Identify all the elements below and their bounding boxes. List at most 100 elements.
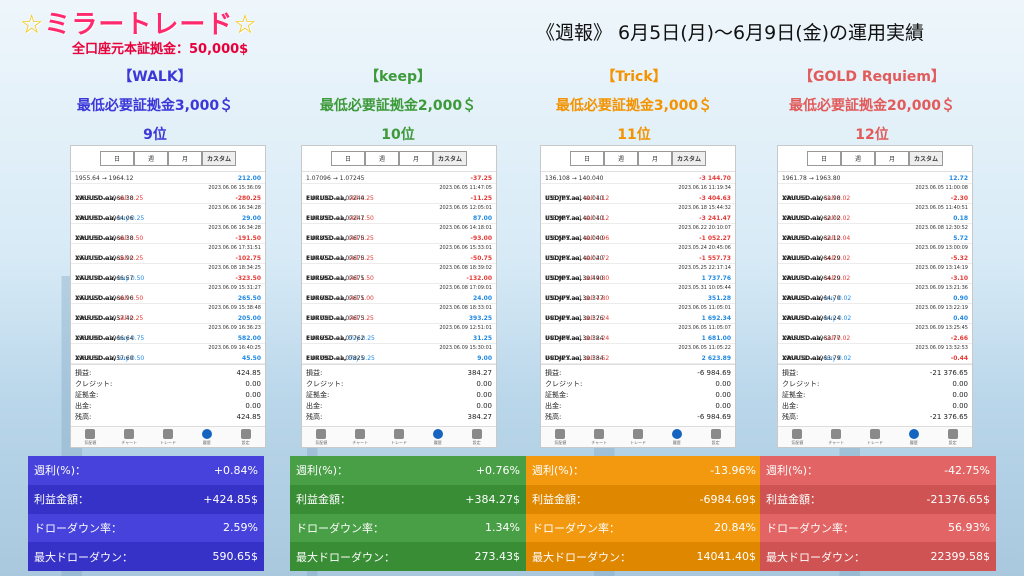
trade-profit: -2.30 [950, 195, 968, 202]
performance-stats: 週利(%)： +0.84% 利益金額： +424.85$ ドローダウン率： 2.59% 最大… [28, 456, 264, 571]
trade-row[interactable]: XAUUSD.aa, buy 0.50 2023.06.08 18:34:25 197… [71, 264, 265, 284]
trade-row[interactable]: EURUSD.aa, sell 1.00 2023.06.08 17:09:01 1.… [302, 284, 496, 304]
nav-item-settings[interactable]: 設定 [459, 429, 495, 446]
trade-row[interactable]: USDJPY.aa, sell 0.96 2023.06.22 20:10:07 13… [541, 224, 735, 244]
trade-side: sell 1.00 [348, 295, 374, 302]
nav-item-chart[interactable]: チャート [342, 429, 378, 446]
stat-row: 最大ドローダウン： 590.65$ [28, 542, 264, 571]
nav-item-chart[interactable]: チャート [818, 429, 854, 446]
trade-row[interactable]: EURUSD.aa, sell 0.25 2023.06.06 14:18:01 1.… [302, 224, 496, 244]
trade-row[interactable]: USDJPY.aa, sell 4.80 2023.05.31 10:05:44 13… [541, 284, 735, 304]
trade-symbol: EURUSD.aa, [306, 295, 347, 302]
trade-profit: -3 241.47 [699, 215, 731, 222]
summary-value: -21 376.65 [929, 413, 968, 421]
trade-row[interactable]: USDJPY.aa, sell 1.12 2023.06.16 11:19:34 13… [541, 184, 735, 204]
trade-row[interactable]: USDJPY.aa, sell 2.72 2023.05.24 20:45:06 13… [541, 244, 735, 264]
trade-row[interactable]: 1.07096 → 1.07245 -37.25 [302, 172, 496, 184]
summary-row: 損益: 384.27 [306, 368, 492, 379]
nav-item-trade[interactable]: トレード [381, 429, 417, 446]
trade-profit: -102.75 [235, 255, 261, 262]
tab-month[interactable]: 月 [875, 151, 909, 166]
trade-row[interactable]: EURUSD.aa, buy 0.25 2023.06.09 12:51:01 1.0… [302, 324, 496, 344]
trade-profit: -191.50 [235, 235, 261, 242]
nav-item-chart[interactable]: チャート [581, 429, 617, 446]
tab-custom[interactable]: カスタム [909, 151, 943, 166]
tab-custom[interactable]: カスタム [202, 151, 236, 166]
nav-item-settings[interactable]: 設定 [935, 429, 971, 446]
trade-profit: -5.32 [950, 255, 968, 262]
tab-day[interactable]: 日 [331, 151, 365, 166]
trade-row[interactable]: XAUUSD.aa, sell 0.50 2023.06.09 15:31:27 19… [71, 284, 265, 304]
trade-row[interactable]: 1961.78 → 1963.80 12.72 [778, 172, 972, 184]
trade-row[interactable]: EURUSD.aa, sell 1.50 2023.06.05 12:05:01 1.… [302, 204, 496, 224]
tab-week[interactable]: 週 [841, 151, 875, 166]
trade-row[interactable]: XAUUSD.aa, buy 0.75 2023.06.09 16:36:23 195… [71, 324, 265, 344]
nav-item-trade[interactable]: トレード [857, 429, 893, 446]
tab-week[interactable]: 週 [365, 151, 399, 166]
trade-row[interactable]: XAUUSD.aa, sell 0.02 2023.06.09 13:14:19 19… [778, 264, 972, 284]
trade-prices: 1.07096 → 1.07245 [306, 175, 365, 182]
trade-row[interactable]: EURUSD.aa, sell 3.25 2023.06.08 18:33:01 1.… [302, 304, 496, 324]
trade-row[interactable]: XAUUSD.aa, sell 0.02 2023.06.09 13:25:45 19… [778, 324, 972, 344]
chart-icon [355, 429, 366, 439]
trade-row[interactable]: XAUUSD.aa, sell 0.04 2023.06.08 12:30:52 19… [778, 224, 972, 244]
nav-item-trade[interactable]: トレード [620, 429, 656, 446]
trade-profit: -1 052.27 [699, 235, 731, 242]
tab-week[interactable]: 週 [134, 151, 168, 166]
trade-row[interactable]: XAUUSD.aa, buy 0.02 2023.06.09 13:22:19 196… [778, 304, 972, 324]
nav-item-quotes[interactable]: 気配値 [72, 429, 108, 446]
tab-week[interactable]: 週 [604, 151, 638, 166]
trade-row[interactable]: EURUSD.aa, buy 0.25 2023.06.09 15:30:01 1.0… [302, 344, 496, 364]
trade-time: 2023.06.09 13:21:36 [915, 285, 968, 291]
tab-day[interactable]: 日 [100, 151, 134, 166]
trade-row[interactable]: EURUSD.aa, sell 0.25 2023.06.06 15:33:01 1.… [302, 244, 496, 264]
trade-row[interactable]: XAUUSD.aa, sell 0.25 2023.06.06 17:31:51 19… [71, 244, 265, 264]
trade-side: sell 0.25 [117, 195, 144, 202]
tab-day[interactable]: 日 [570, 151, 604, 166]
trade-row[interactable]: XAUUSD.aa, buy 0.02 2023.06.09 13:21:36 196… [778, 284, 972, 304]
nav-item-history[interactable]: 履歴 [189, 429, 225, 446]
stat-label: 利益金額： [532, 493, 587, 507]
trade-row[interactable]: XAUUSD.aa, buy 0.50 2023.06.09 16:40:25 195… [71, 344, 265, 364]
trade-row[interactable]: XAUUSD.aa, sell 0.25 2023.06.06 15:36:09 19… [71, 184, 265, 204]
nav-item-history[interactable]: 履歴 [659, 429, 695, 446]
bottom-nav: 気配値 チャート トレード 履歴 設定 [302, 426, 496, 447]
trade-row[interactable]: USDJPY.aa, sell 1.12 2023.06.18 15:44:32 13… [541, 204, 735, 224]
trade-row[interactable]: XAUUSD.aa, sell 0.02 2023.06.09 13:00:09 19… [778, 244, 972, 264]
trade-row[interactable]: EURUSD.aa, sell 1.50 2023.06.08 18:39:02 1.… [302, 264, 496, 284]
nav-item-quotes[interactable]: 気配値 [303, 429, 339, 446]
tab-month[interactable]: 月 [638, 151, 672, 166]
trade-row[interactable]: XAUUSD.aa, sell 0.25 2023.06.09 15:38:48 19… [71, 304, 265, 324]
trade-row[interactable]: XAUUSD.aa, sell 0.02 2023.06.05 11:40:51 19… [778, 204, 972, 224]
trade-row[interactable]: USDJPY.aa, sell 2.24 2023.06.05 11:05:07 14… [541, 324, 735, 344]
trade-row[interactable]: USDJPY.aa, sell 4.80 2023.05.25 22:17:14 13… [541, 264, 735, 284]
tab-month[interactable]: 月 [168, 151, 202, 166]
summary-value: 0.00 [715, 391, 731, 399]
trade-row[interactable]: USDJPY.aa, sell 3.52 2023.06.05 11:05:22 14… [541, 344, 735, 364]
trade-row[interactable]: 1955.64 → 1964.12 212.00 [71, 172, 265, 184]
summary-value: 384.27 [467, 369, 493, 377]
trade-side: buy 0.25 [348, 355, 375, 362]
nav-item-history[interactable]: 履歴 [896, 429, 932, 446]
nav-item-settings[interactable]: 設定 [228, 429, 264, 446]
trade-row[interactable]: XAUUSD.aa, sell 0.02 2023.06.05 11:00:08 19… [778, 184, 972, 204]
trade-row[interactable]: XAUUSD.aa, buy 0.25 2023.06.06 16:34:28 196… [71, 204, 265, 224]
tab-custom[interactable]: カスタム [672, 151, 706, 166]
nav-item-settings[interactable]: 設定 [698, 429, 734, 446]
nav-item-quotes[interactable]: 気配値 [779, 429, 815, 446]
nav-item-chart[interactable]: チャート [111, 429, 147, 446]
tab-month[interactable]: 月 [399, 151, 433, 166]
trade-row[interactable]: USDJPY.aa, sell 2.24 2023.06.05 11:05:01 14… [541, 304, 735, 324]
stat-value: +0.76% [475, 463, 520, 477]
nav-item-quotes[interactable]: 気配値 [542, 429, 578, 446]
trade-row[interactable]: EURUSD.aa, sell 0.25 2023.06.05 11:47:05 1.… [302, 184, 496, 204]
tab-custom[interactable]: カスタム [433, 151, 467, 166]
trade-prices: 1964.34 → 1964.24 [782, 315, 841, 322]
trade-side: buy 0.02 [824, 355, 852, 362]
trade-row[interactable]: XAUUSD.aa, sell 0.50 2023.06.06 16:34:28 19… [71, 224, 265, 244]
nav-item-trade[interactable]: トレード [150, 429, 186, 446]
trade-row[interactable]: 136.108 → 140.040 -3 144.70 [541, 172, 735, 184]
tab-day[interactable]: 日 [807, 151, 841, 166]
trade-row[interactable]: XAUUSD.aa, buy 0.02 2023.06.09 13:32:53 196… [778, 344, 972, 364]
nav-item-history[interactable]: 履歴 [420, 429, 456, 446]
